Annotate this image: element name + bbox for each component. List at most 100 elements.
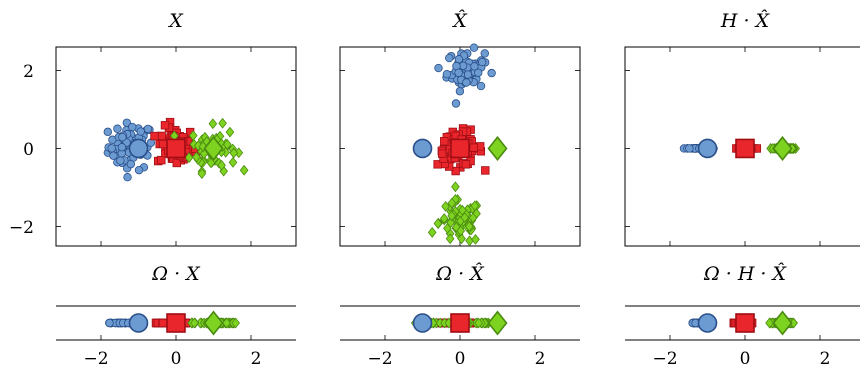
point-diamond [222,317,231,329]
point-circle [128,122,137,132]
point-circle [122,118,132,127]
point-square [157,131,166,141]
point-diamond [427,227,437,238]
point-square [160,121,170,130]
point-diamond [765,317,774,329]
point-circle [136,127,145,136]
point-circle [445,53,454,63]
point-circle [463,70,473,79]
title-omega-x: Ω · X [151,263,201,285]
point-circle [134,165,144,175]
centroid-circle [697,138,718,159]
xtick-label: 2 [251,349,262,369]
xtick-label: 2 [820,349,831,369]
point-diamond [225,126,235,138]
point-circle [478,57,487,67]
ytick-label: 2 [23,62,34,82]
centroid-square [450,313,470,333]
point-diamond [433,218,443,229]
point-circle [470,62,479,71]
point-diamond [223,138,232,150]
point-diamond [190,317,199,329]
point-square [433,160,442,169]
xtick-label: −2 [367,349,392,369]
point-diamond [468,212,478,224]
point-circle [480,49,489,58]
centroid-square [735,313,755,333]
point-diamond [197,168,207,180]
xtick-label: 2 [535,349,546,369]
point-diamond [231,317,240,329]
point-circle [474,68,483,77]
centroid-circle [128,138,149,159]
centroid-square [166,313,186,333]
point-square [437,149,447,158]
point-circle [103,127,112,137]
point-diamond [188,130,198,141]
point-diamond [470,200,480,212]
point-square [440,137,449,146]
point-diamond [471,234,480,245]
point-diamond [445,233,455,245]
point-diamond [441,201,450,212]
point-circle [455,87,465,96]
point-circle [685,144,694,153]
point-square [461,160,471,169]
point-circle [126,159,136,169]
xtick-label: 0 [455,349,466,369]
point-diamond [447,197,457,209]
point-diamond [208,118,218,130]
centroid-diamond [487,135,508,161]
centroid-square [166,138,186,159]
title-xhat: X̂ [451,10,468,32]
point-diamond [206,157,216,169]
point-diamond [228,156,238,168]
title-omega-xhat: Ω · X̂ [435,263,485,285]
point-circle [105,318,114,328]
centroid-diamond [203,135,224,161]
point-circle [113,124,122,133]
point-square [158,139,168,149]
point-circle [434,63,443,73]
point-diamond [465,235,474,247]
title-x: X [167,10,184,32]
centroid-circle [128,313,149,333]
point-diamond [458,204,467,216]
point-square [481,166,490,175]
point-circle [123,173,132,182]
centroid-diamond [772,135,793,161]
point-circle [454,68,463,77]
point-circle [117,143,127,152]
point-square [158,318,168,328]
point-circle [109,151,118,160]
point-circle [451,99,461,108]
point-diamond [439,213,449,224]
plot-layer [55,43,860,341]
point-diamond [229,147,239,159]
centroid-diamond [203,310,224,336]
point-diamond [184,152,194,164]
point-circle [442,69,452,79]
point-diamond [217,159,226,171]
title-omega-h-xhat: Ω · H · X̂ [703,263,788,285]
point-square [150,131,159,141]
point-circle [476,81,486,91]
point-diamond [474,317,483,329]
point-circle [487,68,496,78]
point-diamond [456,225,466,237]
ytick-label: −2 [9,218,34,238]
point-diamond [465,221,474,232]
xtick-label: −2 [652,349,677,369]
point-square [469,143,478,152]
point-diamond [457,233,466,245]
point-circle [469,43,479,52]
ytick-label: 0 [23,140,34,160]
centroid-circle [412,313,433,333]
point-diamond [192,151,201,163]
xtick-label: 0 [740,349,751,369]
point-diamond [451,181,460,193]
point-circle [116,156,125,165]
point-square [157,155,166,165]
centroid-square [735,138,755,159]
